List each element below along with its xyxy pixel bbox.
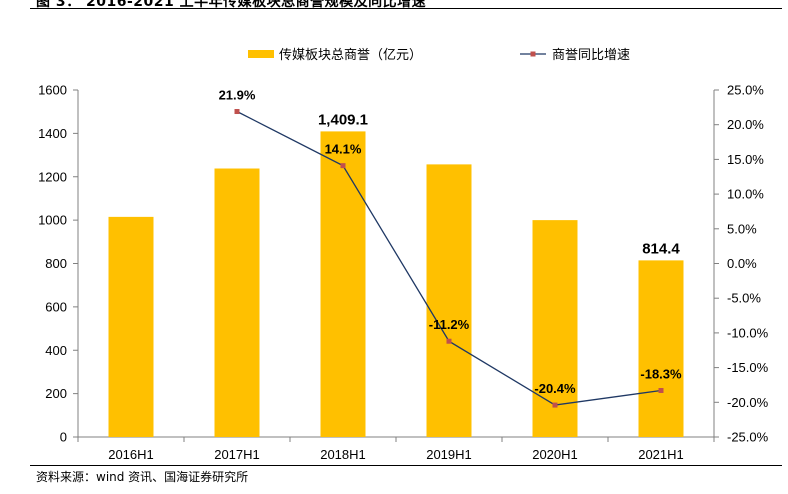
legend-line-label: 商誉同比增速 xyxy=(552,47,630,62)
source-note: 资料来源：wind 资讯、国海证券研究所 xyxy=(36,470,249,484)
left-tick-label: 800 xyxy=(45,256,67,271)
left-tick-label: 600 xyxy=(45,299,67,314)
left-tick-label: 1000 xyxy=(38,213,67,228)
growth-point xyxy=(658,388,664,394)
title-rule xyxy=(30,8,782,9)
right-tick-label: -5.0% xyxy=(727,291,761,306)
right-tick-label: 10.0% xyxy=(727,187,764,202)
x-tick-label: 2018H1 xyxy=(320,447,366,462)
bar xyxy=(214,168,260,438)
left-tick-label: 400 xyxy=(45,343,67,358)
right-tick-label: 5.0% xyxy=(727,221,757,236)
legend-line-marker xyxy=(530,51,536,57)
bar xyxy=(320,131,366,438)
figure-title: 图 3： 2016-2021 上半年传媒板块总商誉规模及同比增速 xyxy=(36,0,427,10)
source-rule xyxy=(30,465,782,466)
legend-bar-label: 传媒板块总商誉（亿元） xyxy=(279,47,422,62)
x-tick-label: 2020H1 xyxy=(532,447,578,462)
bar xyxy=(638,260,684,437)
growth-data-label: 21.9% xyxy=(219,88,256,103)
legend-bar-swatch xyxy=(248,50,274,58)
bar-data-label: 1,409.1 xyxy=(318,111,368,128)
left-tick-label: 200 xyxy=(45,386,67,401)
growth-point xyxy=(446,338,452,344)
left-tick-label: 1200 xyxy=(38,169,67,184)
x-tick-label: 2021H1 xyxy=(638,447,684,462)
left-tick-label: 0 xyxy=(60,430,67,445)
growth-point xyxy=(552,402,558,408)
growth-data-label: -18.3% xyxy=(640,367,682,382)
right-tick-label: -10.0% xyxy=(727,325,769,340)
right-tick-label: -15.0% xyxy=(727,360,769,375)
right-tick-label: 20.0% xyxy=(727,117,764,132)
x-tick-label: 2017H1 xyxy=(214,447,260,462)
growth-point xyxy=(234,109,240,115)
right-tick-label: 15.0% xyxy=(727,152,764,167)
growth-data-label: 14.1% xyxy=(325,142,362,157)
bar xyxy=(426,164,472,437)
x-tick-label: 2019H1 xyxy=(426,447,472,462)
right-tick-label: -25.0% xyxy=(727,430,769,445)
right-tick-label: 0.0% xyxy=(727,256,757,271)
growth-point xyxy=(340,163,346,169)
bar-data-label: 814.4 xyxy=(642,240,680,257)
right-tick-label: 25.0% xyxy=(727,83,764,98)
bar xyxy=(532,220,578,437)
left-tick-label: 1400 xyxy=(38,126,67,141)
bar xyxy=(108,216,154,437)
growth-data-label: -20.4% xyxy=(534,381,576,396)
right-tick-label: -20.0% xyxy=(727,395,769,410)
x-tick-label: 2016H1 xyxy=(108,447,154,462)
growth-data-label: -11.2% xyxy=(429,317,470,332)
left-tick-label: 1600 xyxy=(38,83,67,98)
